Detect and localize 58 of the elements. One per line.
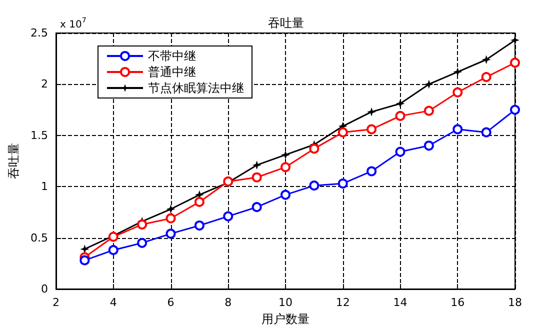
point bbox=[510, 58, 520, 68]
legend-label: 不带中继 bbox=[148, 49, 196, 63]
point bbox=[252, 202, 262, 212]
legend-label: 节点休眠算法中继 bbox=[148, 81, 244, 95]
point bbox=[281, 150, 290, 160]
point bbox=[252, 160, 262, 170]
point bbox=[510, 104, 520, 115]
point bbox=[338, 178, 348, 189]
point bbox=[366, 166, 377, 176]
x-tick-label: 8 bbox=[224, 296, 232, 309]
point bbox=[280, 190, 290, 200]
point bbox=[481, 127, 492, 138]
point bbox=[481, 72, 492, 82]
y-tick-label: 1 bbox=[41, 180, 48, 194]
point bbox=[395, 146, 406, 157]
point bbox=[280, 162, 290, 172]
point bbox=[453, 67, 462, 76]
chart-title: 吞吐量 bbox=[268, 16, 304, 30]
x-tick-label: 2 bbox=[52, 296, 60, 309]
x-tick-label: 10 bbox=[278, 296, 292, 309]
x-tick-label: 6 bbox=[167, 296, 174, 309]
point bbox=[338, 127, 348, 138]
y-tick-label: 0.5 bbox=[30, 231, 48, 244]
point bbox=[194, 220, 204, 231]
point bbox=[166, 213, 176, 224]
point bbox=[166, 204, 176, 214]
point bbox=[395, 110, 406, 121]
point bbox=[137, 238, 148, 248]
y-tick-label: 2 bbox=[41, 78, 48, 91]
point bbox=[194, 196, 204, 207]
point bbox=[396, 99, 405, 108]
point bbox=[424, 106, 434, 116]
point bbox=[309, 180, 320, 191]
point bbox=[223, 211, 234, 222]
y-tick-label: 0 bbox=[41, 282, 48, 296]
point bbox=[309, 144, 320, 154]
point bbox=[137, 219, 148, 230]
x-axis-title: 用户数量 bbox=[262, 312, 310, 326]
point bbox=[424, 140, 434, 151]
point bbox=[452, 87, 463, 98]
point bbox=[482, 55, 491, 64]
point bbox=[366, 124, 377, 134]
point bbox=[424, 80, 434, 89]
point bbox=[367, 107, 376, 116]
point bbox=[252, 172, 262, 182]
x-tick-label: 12 bbox=[336, 296, 350, 309]
y-axis-title: 吞吐量 bbox=[6, 143, 21, 179]
x-tick-label: 18 bbox=[508, 296, 522, 309]
point bbox=[108, 245, 118, 256]
x-tick-label: 14 bbox=[393, 296, 408, 309]
x-tick-label: 4 bbox=[110, 296, 117, 309]
x-tick-label: 16 bbox=[450, 296, 465, 309]
point bbox=[166, 228, 176, 239]
point bbox=[452, 124, 463, 134]
y-tick-label: 2.5 bbox=[30, 26, 48, 40]
point bbox=[80, 255, 90, 266]
y-tick-label: 1.5 bbox=[30, 128, 48, 142]
legend-label: 普通中继 bbox=[148, 65, 196, 79]
